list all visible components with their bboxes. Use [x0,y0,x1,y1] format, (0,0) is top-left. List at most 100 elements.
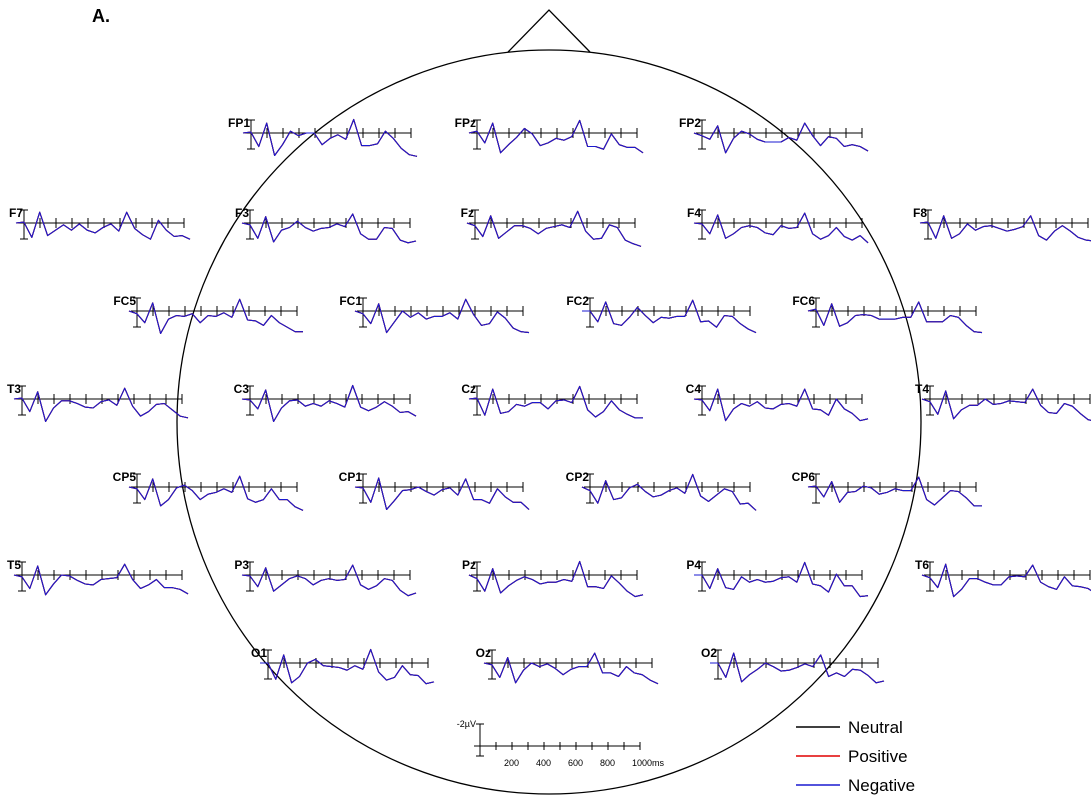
electrode-panel-p3: P3 [234,558,417,597]
erp-trace-neutral-cz [468,385,643,419]
erp-trace-negative-cp2 [581,473,757,511]
erp-trace-negative-p3 [241,564,417,597]
erp-trace-positive-pz [468,560,644,598]
electrode-label-oz: Oz [476,646,491,660]
electrode-label-t3: T3 [7,382,21,396]
erp-trace-neutral-o1 [260,648,435,685]
scale-amplitude-label: -2µV [457,719,476,729]
electrode-panel-cp2: CP2 [566,470,757,511]
erp-trace-neutral-fpz [468,119,644,154]
erp-trace-neutral-f7 [15,211,191,240]
electrode-panel-oz: Oz [476,646,659,685]
erp-trace-neutral-f4 [693,212,869,244]
electrode-label-fc1: FC1 [339,294,362,308]
electrode-panel-pz: Pz [462,558,644,598]
electrode-panel-t6: T6 [915,558,1091,598]
electrode-panel-t5: T5 [7,558,189,596]
erp-trace-positive-o1 [260,648,435,685]
erp-trace-neutral-oz [483,652,659,685]
erp-trace-positive-cp2 [581,473,757,511]
erp-trace-neutral-t4 [921,388,1091,421]
erp-trace-negative-fc6 [807,301,983,334]
electrode-label-cp1: CP1 [339,470,363,484]
erp-trace-negative-t6 [921,563,1091,598]
scale-tick-label: 1000ms [632,758,665,768]
erp-trace-neutral-cp5 [128,475,304,511]
scale-tick-label: 800 [600,758,615,768]
legend-label-negative: Negative [848,776,915,795]
erp-trace-negative-t3 [13,387,189,423]
electrode-panel-fc5: FC5 [113,294,303,335]
electrode-panel-cp5: CP5 [113,470,304,511]
electrode-panel-cp1: CP1 [339,470,530,511]
erp-trace-neutral-fz [466,210,642,247]
electrode-label-o2: O2 [701,646,717,660]
electrode-panel-f8: F8 [913,206,1091,242]
erp-trace-negative-fpz [468,119,644,154]
erp-trace-negative-cp5 [128,475,304,511]
scale-tick-label: 400 [536,758,551,768]
electrode-label-t4: T4 [915,382,929,396]
nose [507,9,591,53]
electrode-panel-f7: F7 [9,206,191,240]
erp-trace-positive-t4 [921,388,1091,421]
erp-trace-negative-f7 [15,211,191,240]
electrode-panel-t4: T4 [915,382,1091,421]
electrode-panel-fc6: FC6 [792,294,983,334]
electrode-label-fc2: FC2 [566,294,589,308]
erp-trace-neutral-p4 [694,561,869,598]
erp-trace-positive-cp5 [128,475,304,511]
erp-trace-negative-fc1 [354,298,530,334]
erp-trace-positive-t3 [13,387,189,423]
electrode-label-cp6: CP6 [792,470,816,484]
erp-trace-positive-cz [468,385,643,419]
erp-trace-negative-fc5 [128,298,303,335]
electrode-panel-t3: T3 [7,382,189,423]
electrode-panel-p4: P4 [686,558,869,598]
erp-trace-positive-f8 [919,215,1091,242]
erp-trace-negative-cp1 [354,477,530,511]
erp-trace-positive-fz [466,210,642,247]
electrode-panel-f4: F4 [687,206,869,244]
electrode-label-cz: Cz [461,382,476,396]
electrode-panel-fc2: FC2 [566,294,757,334]
electrode-label-fz: Fz [461,206,474,220]
erp-trace-neutral-f8 [919,215,1091,242]
erp-trace-negative-fp1 [242,118,418,157]
erp-trace-neutral-fp2 [693,122,869,154]
electrode-panel-cz: Cz [461,382,643,419]
electrode-label-pz: Pz [462,558,476,572]
erp-trace-negative-cz [468,385,643,419]
erp-trace-negative-fc2 [582,299,757,334]
electrode-label-f4: F4 [687,206,701,220]
electrode-label-c4: C4 [686,382,702,396]
electrode-label-o1: O1 [251,646,267,660]
electrode-label-fc6: FC6 [792,294,815,308]
electrode-panel-fpz: FPz [455,116,644,154]
electrode-panel-c4: C4 [686,382,869,422]
electrode-panel-f3: F3 [235,206,417,244]
electrode-label-fc5: FC5 [113,294,136,308]
erp-trace-negative-f4 [693,212,869,244]
erp-trace-negative-o1 [260,648,435,685]
erp-trace-negative-f3 [241,213,417,244]
scale-tick-label: 600 [568,758,583,768]
erp-trace-negative-c4 [693,388,869,422]
electrode-label-cp2: CP2 [566,470,590,484]
electrode-label-f3: F3 [235,206,249,220]
electrode-label-fp2: FP2 [679,116,701,130]
scale-tick-label: 200 [504,758,519,768]
erp-trace-negative-fp2 [693,122,869,154]
erp-trace-negative-oz [483,652,659,685]
erp-trace-neutral-c3 [241,384,417,423]
electrode-panel-fp1: FP1 [228,116,418,157]
legend-label-positive: Positive [848,747,908,766]
erp-trace-negative-f8 [919,215,1091,242]
electrode-label-c3: C3 [234,382,250,396]
legend-label-neutral: Neutral [848,718,903,737]
erp-trace-negative-fz [466,210,642,247]
erp-trace-negative-t5 [13,563,189,596]
erp-trace-negative-cp6 [807,476,982,507]
erp-trace-negative-o2 [710,652,885,684]
